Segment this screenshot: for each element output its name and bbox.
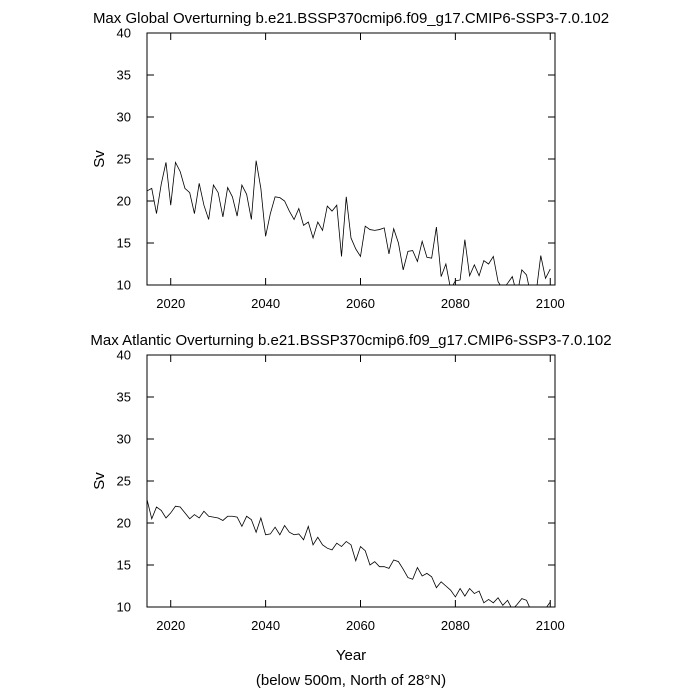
y-tick-label: 15 [117,236,131,251]
y-axis-label: Sv [91,150,108,168]
x-tick-label: 2080 [441,618,470,633]
x-tick-label: 2060 [346,296,375,311]
y-tick-label: 25 [117,474,131,489]
x-tick-label: 2060 [346,618,375,633]
chart-title: Max Global Overturning b.e21.BSSP370cmip… [93,10,609,27]
chart-title: Max Atlantic Overturning b.e21.BSSP370cm… [90,332,611,349]
x-tick-label: 2100 [536,296,565,311]
y-tick-label: 30 [117,432,131,447]
series-line [147,160,551,285]
y-tick-label: 20 [117,516,131,531]
y-tick-label: 10 [117,278,131,293]
x-tick-label: 2100 [536,618,565,633]
y-tick-label: 30 [117,110,131,125]
x-tick-label: 2020 [156,618,185,633]
x-tick-label: 2020 [156,296,185,311]
plot-frame [146,354,556,608]
y-tick-label: 35 [117,390,131,405]
y-tick-label: 20 [117,194,131,209]
y-tick-label: 10 [117,600,131,615]
footnote: (below 500m, North of 28°N) [256,672,446,689]
x-tick-label: 2080 [441,296,470,311]
y-tick-label: 15 [117,558,131,573]
y-tick-label: 25 [117,152,131,167]
y-tick-label: 40 [117,26,131,41]
x-tick-label: 2040 [251,618,280,633]
y-axis-label: Sv [91,472,108,490]
x-axis-label: Year [336,647,366,664]
x-tick-label: 2040 [251,296,280,311]
y-tick-label: 40 [117,348,131,363]
plot-frame [146,32,556,286]
series-line [147,499,551,607]
y-tick-label: 35 [117,68,131,83]
